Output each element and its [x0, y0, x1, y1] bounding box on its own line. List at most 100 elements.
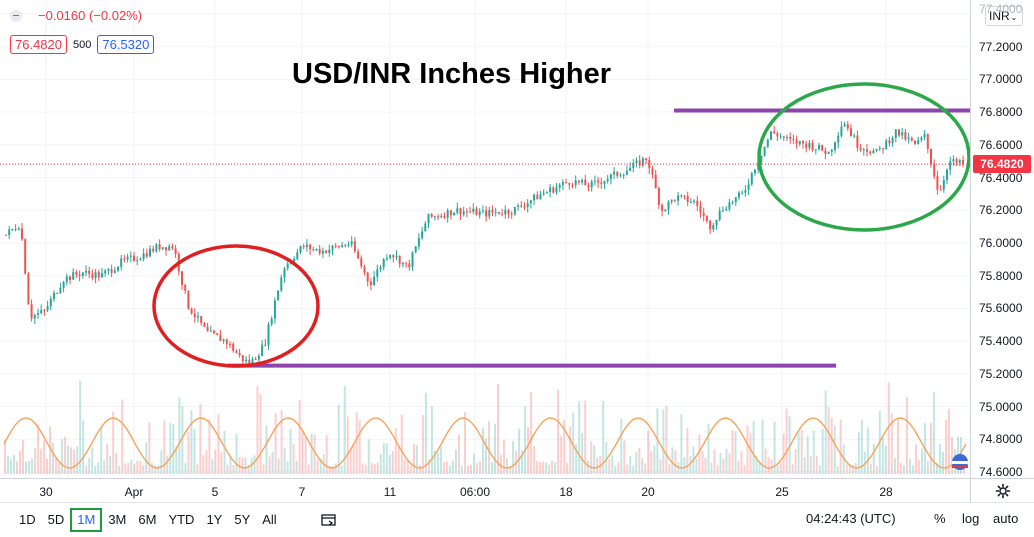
volume-bar: [596, 457, 599, 474]
volume-bar: [337, 404, 340, 474]
candle-body: [613, 171, 616, 175]
price-tick-label: 74.6000: [979, 465, 1023, 479]
volume-bar: [154, 465, 157, 474]
currency-select[interactable]: INR⌄: [985, 6, 1023, 26]
volume-bar: [181, 406, 184, 474]
candle-body: [187, 290, 190, 309]
volume-bar: [259, 393, 262, 474]
volume-bar: [761, 419, 764, 474]
candle-body: [696, 200, 699, 206]
candle-body: [174, 248, 177, 254]
volume-bar: [301, 429, 304, 474]
volume-bar: [400, 414, 403, 474]
chart-area[interactable]: [0, 0, 970, 478]
volume-bar: [64, 436, 67, 474]
candle-body: [946, 169, 948, 181]
volume-bar: [67, 445, 70, 474]
candle-body: [907, 137, 910, 140]
bottom-toolbar: 1D 5D 1M 3M 6M YTD 1Y 5Y All 04:24:43 (UTC) % lo…: [0, 502, 1034, 537]
volume-bar: [343, 385, 346, 474]
candle-body: [200, 316, 203, 323]
range-button-all[interactable]: All: [262, 512, 277, 527]
candle-body: [914, 140, 916, 144]
price-tick-label: 77.2000: [979, 39, 1023, 54]
volume-bar: [626, 464, 629, 474]
volume-bar: [929, 422, 932, 474]
log-scale-button[interactable]: log: [962, 511, 980, 526]
volume-bar: [632, 465, 635, 474]
volume-bar: [175, 446, 178, 474]
candle-body: [277, 290, 280, 301]
range-button-1y[interactable]: 1Y: [206, 512, 223, 527]
range-button-3m[interactable]: 3M: [108, 512, 127, 527]
candle-body: [203, 323, 206, 327]
utc-clock[interactable]: 04:24:43 (UTC): [806, 511, 896, 526]
time-axis[interactable]: 30 Apr 5 7 11 06:00 18 20 25 28: [0, 478, 970, 502]
candle-body: [392, 255, 395, 258]
volume-bar: [163, 420, 166, 474]
volume-bar: [734, 431, 737, 474]
volume-bar: [253, 455, 256, 474]
volume-bar: [358, 420, 361, 474]
candle-body: [33, 314, 36, 319]
volume-bar: [217, 414, 220, 474]
price-axis[interactable]: INR⌄ 77.4000 77.2000 77.0000 76.8000 76.6000…: [970, 0, 1034, 479]
auto-scale-button[interactable]: auto: [993, 511, 1019, 526]
volume-bar: [10, 459, 12, 474]
volume-bar: [948, 408, 950, 474]
price-chart[interactable]: [0, 0, 970, 478]
volume-bar: [557, 389, 560, 474]
range-button-5d[interactable]: 5D: [47, 512, 65, 527]
buy-price-button[interactable]: 76.5320: [97, 35, 155, 54]
time-tick-label: 25: [775, 485, 789, 499]
candle-body: [872, 150, 875, 154]
candle-body: [565, 182, 568, 183]
candle-body: [635, 160, 638, 163]
candle-body: [296, 252, 299, 259]
volume-bar: [241, 457, 244, 474]
candle-body: [930, 148, 932, 165]
range-button-5y[interactable]: 5Y: [234, 512, 251, 527]
candle-body: [53, 292, 55, 299]
volume-bar: [118, 465, 121, 474]
settings-button[interactable]: [970, 478, 1034, 502]
volume-bar: [482, 428, 484, 474]
volume-bar: [286, 461, 289, 474]
range-button-6m[interactable]: 6M: [138, 512, 157, 527]
volume-bar: [418, 464, 421, 474]
candle-body: [94, 272, 97, 279]
volume-bar: [671, 447, 674, 474]
sell-price-button[interactable]: 76.4820: [10, 35, 67, 54]
volume-bar: [457, 434, 460, 474]
candle-body: [568, 183, 571, 185]
candle-body: [491, 210, 494, 213]
volume-bar: [581, 433, 584, 474]
volume-bar: [503, 440, 505, 474]
candle-body: [526, 203, 529, 207]
candle-body: [8, 229, 11, 235]
candle-body: [462, 211, 465, 215]
candle-body: [523, 206, 526, 208]
percent-scale-button[interactable]: %: [934, 511, 946, 526]
date-range-icon[interactable]: [320, 512, 338, 528]
candle-body: [440, 216, 443, 218]
candle-body: [702, 212, 705, 217]
volume-bar: [845, 464, 848, 474]
volume-bar: [683, 457, 686, 474]
volume-bar: [794, 449, 797, 474]
time-tick-label: 18: [559, 485, 573, 499]
range-button-1m[interactable]: 1M: [70, 508, 103, 532]
range-button-1d[interactable]: 1D: [19, 512, 36, 527]
volume-bar: [202, 455, 205, 474]
volume-bar: [373, 464, 376, 474]
volume-bar: [106, 443, 109, 474]
us-flag-icon[interactable]: [952, 454, 968, 470]
candle-body: [280, 277, 283, 291]
collapse-legend-icon[interactable]: [10, 9, 22, 22]
range-button-ytd[interactable]: YTD: [168, 512, 195, 527]
volume-bar: [88, 458, 91, 474]
volume-bar: [917, 460, 920, 474]
candle-body: [558, 185, 561, 188]
volume-bar: [479, 461, 481, 474]
candle-body: [222, 339, 225, 341]
